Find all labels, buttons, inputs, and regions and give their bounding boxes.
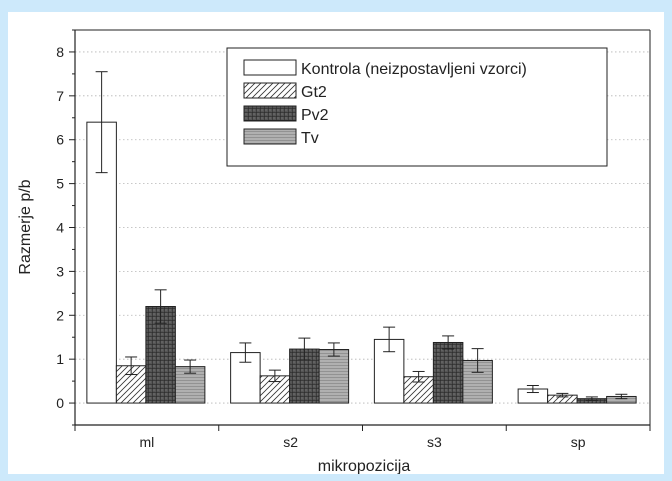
bars xyxy=(86,71,637,404)
y-tick-label: 6 xyxy=(56,132,64,148)
chart-frame: 0 1 2 3 4 5 6 7 8 ml s2 s3 sp Kontrola (neizpostavlj… xyxy=(8,12,664,475)
axes: 0 1 2 3 4 5 6 7 8 ml s2 s3 sp xyxy=(56,29,651,450)
y-tick-label: 1 xyxy=(56,351,64,367)
y-tick-label: 5 xyxy=(56,176,64,192)
bar-chart: 0 1 2 3 4 5 6 7 8 ml s2 s3 sp Kontrola (neizpostavlj… xyxy=(17,29,651,475)
y-tick-label: 2 xyxy=(56,307,64,323)
x-tick-label: s3 xyxy=(427,434,442,450)
legend-entry: Tv xyxy=(301,130,319,147)
bar-pv2-s3 xyxy=(432,341,464,404)
x-tick-label: sp xyxy=(571,434,586,450)
legend-entry: Kontrola (neizpostavljeni vzorci) xyxy=(301,61,527,78)
legend-entry: Gt2 xyxy=(301,84,327,101)
y-tick-label: 7 xyxy=(56,88,64,104)
legend-swatch xyxy=(243,59,297,76)
y-tick-label: 8 xyxy=(56,44,64,60)
y-tick-label: 4 xyxy=(56,220,64,236)
legend-swatch xyxy=(243,128,297,145)
x-tick-label: ml xyxy=(139,434,154,450)
legend-swatch xyxy=(243,105,297,122)
bar-tv-s2 xyxy=(318,349,350,404)
legend-swatch xyxy=(243,82,297,99)
x-axis-label: mikropozicija xyxy=(318,458,411,474)
y-axis-label: Razmerje p/b xyxy=(17,179,34,274)
legend: Kontrola (neizpostavljeni vzorci) Gt2 Pv2 T… xyxy=(226,47,608,167)
x-tick-label: s2 xyxy=(283,434,298,450)
y-tick-label: 0 xyxy=(56,395,64,411)
y-tick-label: 3 xyxy=(56,263,64,279)
legend-entry: Pv2 xyxy=(301,107,329,124)
